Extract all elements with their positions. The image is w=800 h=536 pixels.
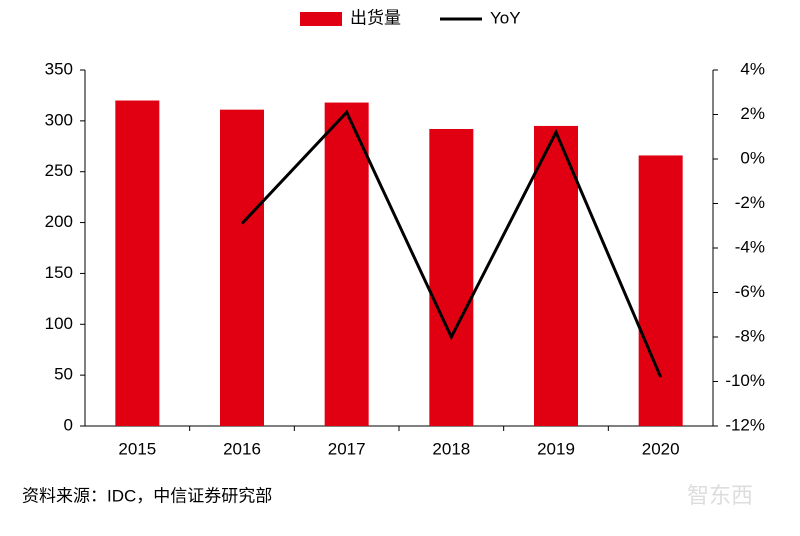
y2-tick-label: 4% <box>740 59 765 78</box>
x-tick-label: 2020 <box>642 439 680 458</box>
y-tick-label: 200 <box>45 212 73 231</box>
bar <box>534 125 578 426</box>
legend-label: 出货量 <box>350 8 401 27</box>
legend-swatch <box>300 12 342 26</box>
x-tick-label: 2017 <box>328 439 366 458</box>
y-tick-label: 50 <box>54 365 73 384</box>
x-tick-label: 2015 <box>118 439 156 458</box>
y2-tick-label: 2% <box>740 104 765 123</box>
line <box>240 109 663 378</box>
bar <box>220 109 264 426</box>
y-tick-label: 300 <box>45 110 73 129</box>
y2-tick-label: -4% <box>735 237 765 256</box>
y-tick-label: 350 <box>45 59 73 78</box>
y2-tick-label: -12% <box>725 415 765 434</box>
x-tick-label: 2018 <box>432 439 470 458</box>
y2-tick-label: 0% <box>740 148 765 167</box>
y2-tick-label: -6% <box>735 282 765 301</box>
y-tick-label: 150 <box>45 263 73 282</box>
x-tick-label: 2016 <box>223 439 261 458</box>
y2-tick-label: -2% <box>735 193 765 212</box>
x-tick-label: 2019 <box>537 439 575 458</box>
watermark: 智东西 <box>687 483 753 508</box>
bar <box>429 128 474 426</box>
bar <box>115 100 160 426</box>
y2-tick-label: -8% <box>735 326 765 345</box>
legend-label: YoY <box>490 8 521 27</box>
y2-tick-label: -10% <box>725 371 765 390</box>
source-note: 资料来源：IDC，中信证券研究部 <box>22 486 272 505</box>
y-tick-label: 0 <box>64 415 73 434</box>
bar <box>638 155 683 426</box>
y-tick-label: 250 <box>45 161 73 180</box>
bar <box>324 102 369 426</box>
y-tick-label: 100 <box>45 314 73 333</box>
